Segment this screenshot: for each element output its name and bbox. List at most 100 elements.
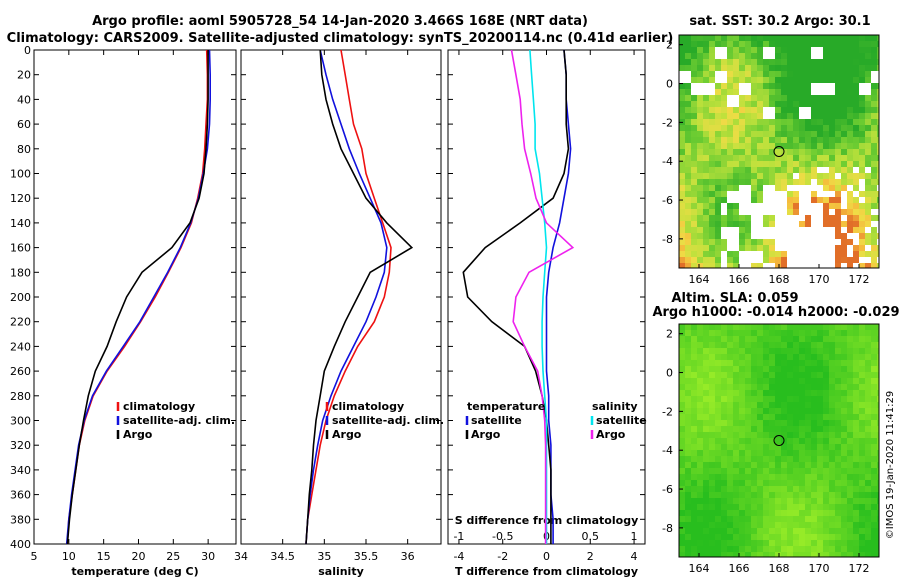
- sst_map-ytick-label: -2: [662, 116, 673, 129]
- sla_map-cell: [829, 522, 835, 528]
- sst_map-cell: [781, 161, 787, 167]
- sst_map-cell: [769, 47, 775, 53]
- sla_map-cell: [703, 480, 709, 486]
- sla_map-cell: [865, 486, 871, 492]
- sst_map-cell: [679, 53, 685, 59]
- sla_map-cell: [757, 414, 763, 420]
- sst_map-cell: [691, 227, 697, 233]
- sla_map-cell: [841, 372, 847, 378]
- sla_map-cell: [739, 522, 745, 528]
- sst_map-cell: [709, 263, 715, 268]
- sst_map-cell: [853, 59, 859, 65]
- sst_map-cell: [859, 245, 865, 251]
- sst_map-cell: [721, 167, 727, 173]
- sla_map-cell: [805, 474, 811, 480]
- sst_map-cell: [775, 77, 781, 83]
- sla_map-cell: [775, 486, 781, 492]
- sla_map-cell: [877, 486, 879, 492]
- sla_map-cell: [715, 540, 721, 546]
- sla_map-cell: [727, 426, 733, 432]
- sst_map-cell: [757, 245, 763, 251]
- sst_map-cell: [739, 263, 745, 268]
- sla_map-cell: [823, 438, 829, 444]
- salinity-legend-label: satellite-adj. clim.: [332, 414, 444, 427]
- sst_map-cell: [841, 149, 847, 155]
- sla_map-cell: [721, 414, 727, 420]
- sst_map-cell: [823, 227, 829, 233]
- sla_map-cell: [877, 324, 879, 330]
- sst_map-cell: [817, 179, 823, 185]
- sla_map-cell: [817, 498, 823, 504]
- sst_map-cell: [787, 233, 793, 239]
- sla_map-cell: [763, 504, 769, 510]
- sla_map-cell: [877, 402, 879, 408]
- sla_map-cell: [817, 348, 823, 354]
- sla_map-cell: [859, 420, 865, 426]
- sst_map-cell: [769, 245, 775, 251]
- sla_map-cell: [751, 378, 757, 384]
- sla_map-cell: [829, 396, 835, 402]
- sla_map-cell: [745, 432, 751, 438]
- sla_map-cell: [685, 366, 691, 372]
- sla_map-cell: [733, 426, 739, 432]
- sst_map-cell: [865, 41, 871, 47]
- sst_map-cell: [721, 113, 727, 119]
- sla_map-cell: [709, 510, 715, 516]
- sst_map-cell: [739, 143, 745, 149]
- sla_map-cell: [685, 324, 691, 330]
- sla_map-cell: [679, 468, 685, 474]
- sst_map-cell: [853, 191, 859, 197]
- sla_map-cell: [721, 486, 727, 492]
- sla_map-cell: [787, 438, 793, 444]
- sla_map-cell: [721, 366, 727, 372]
- sst_map-cell: [859, 221, 865, 227]
- sla_map-cell: [835, 510, 841, 516]
- sst_map-cell: [817, 161, 823, 167]
- sla_map-cell: [739, 360, 745, 366]
- sla_map-cell: [841, 396, 847, 402]
- sla_map-cell: [829, 474, 835, 480]
- sla_map-cell: [757, 468, 763, 474]
- depth-tick-label: 60: [17, 118, 31, 131]
- sst_map-cell: [769, 125, 775, 131]
- sla_map-cell: [715, 390, 721, 396]
- sst_map-cell: [823, 47, 829, 53]
- sst_map-cell: [835, 179, 841, 185]
- sla_map-cell: [679, 420, 685, 426]
- sst_map-cell: [787, 95, 793, 101]
- sst_map-cell: [817, 245, 823, 251]
- sla_map-cell: [871, 486, 877, 492]
- sla_map-cell: [697, 546, 703, 552]
- salinity-xtick-label: 36: [401, 550, 415, 563]
- sla_map-cell: [841, 486, 847, 492]
- sla_map-cell: [871, 432, 877, 438]
- sla_map-cell: [799, 402, 805, 408]
- sla_map-cell: [823, 354, 829, 360]
- sla_map-cell: [739, 438, 745, 444]
- sst_map-cell: [829, 233, 835, 239]
- sst_map-cell: [733, 119, 739, 125]
- sst_map-cell: [829, 101, 835, 107]
- sla_map-cell: [877, 552, 879, 557]
- sla_map-cell: [691, 498, 697, 504]
- sla_map-cell: [877, 522, 879, 528]
- sla_map-cell: [865, 456, 871, 462]
- sst_map-cell: [769, 251, 775, 257]
- sst_map-cell: [709, 41, 715, 47]
- sst_map-cell: [865, 221, 871, 227]
- sst_map-cell: [847, 239, 853, 245]
- sst_map-cell: [871, 107, 877, 113]
- sst_map-cell: [787, 113, 793, 119]
- sst_map-cell: [859, 233, 865, 239]
- sla_map-cell: [847, 552, 853, 557]
- sst_map-cell: [799, 209, 805, 215]
- sla_map-cell: [799, 546, 805, 552]
- sst_map-cell: [817, 59, 823, 65]
- sst_map-cell: [703, 233, 709, 239]
- sst_map-cell: [715, 179, 721, 185]
- sst_map-cell: [691, 179, 697, 185]
- sst_map-cell: [811, 215, 817, 221]
- sst_map-cell: [739, 239, 745, 245]
- sla_map-cell: [751, 522, 757, 528]
- sla-map-title-1: Altim. SLA: 0.059: [672, 291, 799, 306]
